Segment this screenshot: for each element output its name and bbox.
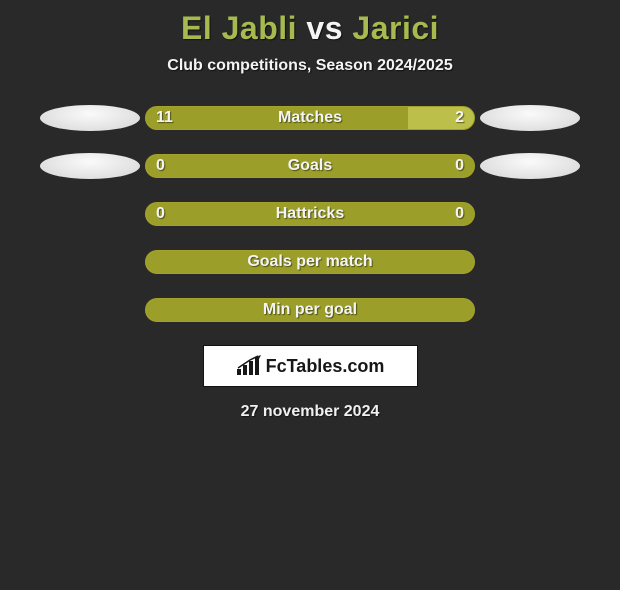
player2-marker [475, 105, 585, 131]
stat-label: Matches [146, 109, 474, 127]
vs-separator: vs [306, 10, 343, 46]
stats-card: El Jabli vs Jarici Club competitions, Se… [0, 10, 620, 421]
logo-text: FcTables.com [266, 356, 385, 377]
player1-name: El Jabli [181, 10, 297, 46]
stat-row: Min per goal [0, 297, 620, 323]
subtitle: Club competitions, Season 2024/2025 [0, 57, 620, 75]
date-label: 27 november 2024 [0, 403, 620, 421]
stat-bar: Goals per match [145, 250, 475, 274]
stat-value-left: 0 [156, 157, 165, 175]
stat-row: Goals per match [0, 249, 620, 275]
stat-label: Min per goal [146, 301, 474, 319]
ellipse-icon [480, 105, 580, 131]
stat-label: Goals per match [146, 253, 474, 271]
stat-row: Matches11 2 [0, 105, 620, 131]
ellipse-icon [40, 105, 140, 131]
stat-label: Hattricks [146, 205, 474, 223]
logo-badge[interactable]: FcTables.com [203, 345, 418, 387]
stat-bar: Hattricks0 0 [145, 202, 475, 226]
ellipse-icon [480, 153, 580, 179]
player1-marker [35, 153, 145, 179]
stat-row: Hattricks0 0 [0, 201, 620, 227]
player1-marker [35, 105, 145, 131]
stat-rows: Matches112Goals00Hattricks00Goals per ma… [0, 105, 620, 323]
stat-value-right: 2 [455, 109, 464, 127]
stat-bar: Matches11 2 [145, 106, 475, 130]
stat-row: Goals0 0 [0, 153, 620, 179]
stat-value-left: 11 [156, 109, 173, 127]
stat-label: Goals [146, 157, 474, 175]
stat-bar: Goals0 0 [145, 154, 475, 178]
stat-value-right: 0 [455, 157, 464, 175]
stat-value-left: 0 [156, 205, 165, 223]
barchart-icon [236, 355, 262, 377]
player2-name: Jarici [352, 10, 439, 46]
page-title: El Jabli vs Jarici [0, 10, 620, 47]
stat-value-right: 0 [455, 205, 464, 223]
ellipse-icon [40, 153, 140, 179]
player2-marker [475, 153, 585, 179]
stat-bar: Min per goal [145, 298, 475, 322]
